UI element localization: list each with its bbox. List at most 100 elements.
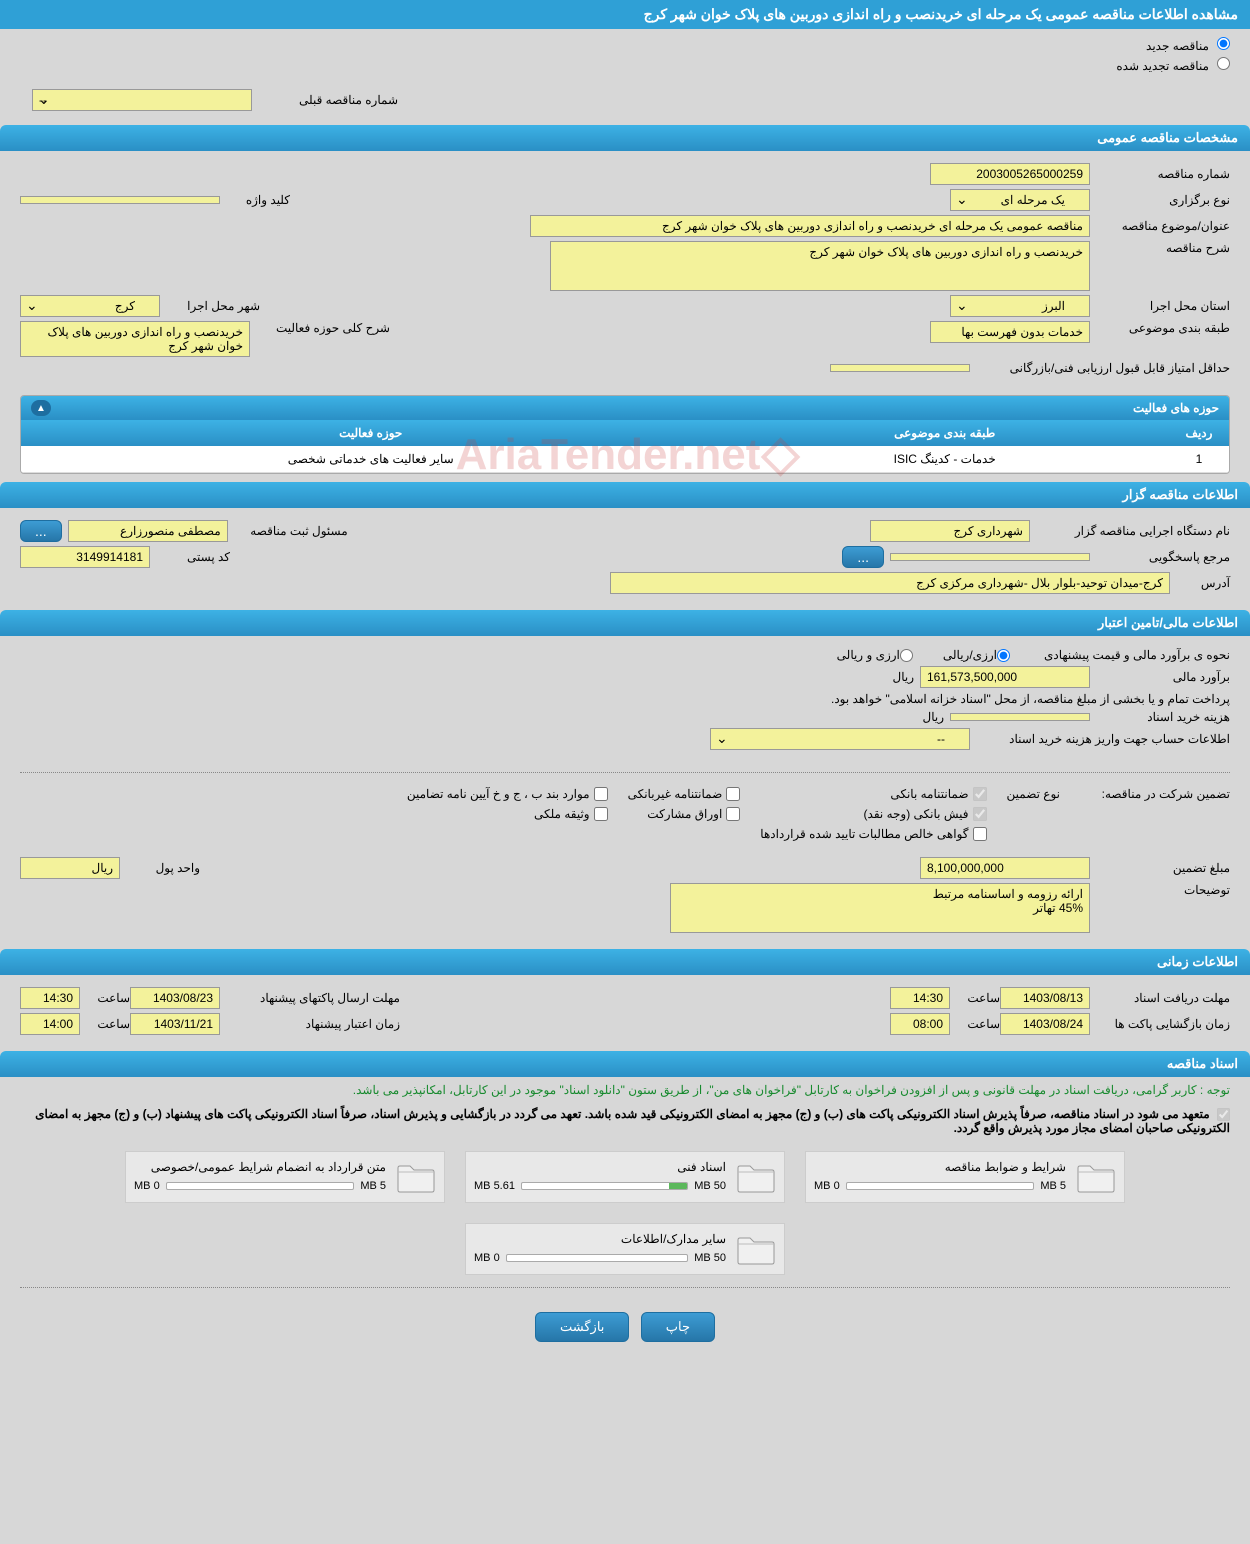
title-field: مناقصه عمومی یک مرحله ای خریدنصب و راه ا… xyxy=(530,215,1090,237)
radio-rial-label: ارزی/ریالی xyxy=(943,648,997,662)
progress-bar xyxy=(846,1182,1035,1190)
type-select[interactable]: یک مرحله ای xyxy=(950,189,1090,211)
submit-deadline-date: 1403/08/23 xyxy=(130,987,220,1009)
cb-participation-label: اوراق مشارکت xyxy=(647,807,722,821)
col-category: طبقه بندی موضوعی xyxy=(720,420,1169,446)
cb-commitment[interactable] xyxy=(1217,1108,1230,1121)
page-title: مشاهده اطلاعات مناقصه عمومی یک مرحله ای … xyxy=(0,0,1250,29)
doc-card[interactable]: اسناد فنی 50 MB 5.61 MB xyxy=(465,1151,785,1203)
keyword-label: کلید واژه xyxy=(220,193,290,207)
resp-more-button[interactable]: ... xyxy=(842,546,884,568)
doc-used: 0 MB xyxy=(134,1180,160,1192)
col-activity: حوزه فعالیت xyxy=(21,420,720,446)
org-label: نام دستگاه اجرایی مناقصه گزار xyxy=(1030,524,1230,538)
cb-non-bank-label: ضمانتنامه غیربانکی xyxy=(628,787,723,801)
postal-label: کد پستی xyxy=(150,550,230,564)
activities-table: ردیف طبقه بندی موضوعی حوزه فعالیت 1 خدما… xyxy=(21,420,1229,473)
submit-deadline-time: 14:30 xyxy=(20,987,80,1009)
radio-new-label: مناقصه جدید xyxy=(1146,39,1209,53)
prev-number-label: شماره مناقصه قبلی xyxy=(258,93,398,107)
radio-rial[interactable] xyxy=(997,649,1010,662)
radio-currency-label: ارزی و ریالی xyxy=(837,648,900,662)
activity-field: خریدنصب و راه اندازی دوربین های پلاک خوا… xyxy=(20,321,250,357)
activities-header: حوزه های فعالیت xyxy=(1133,401,1219,415)
section-financial-header: اطلاعات مالی/تامین اعتبار xyxy=(0,610,1250,636)
progress-bar xyxy=(521,1182,688,1190)
doc-card[interactable]: سایر مدارک/اطلاعات 50 MB 0 MB xyxy=(465,1223,785,1275)
section-timing-header: اطلاعات زمانی xyxy=(0,949,1250,975)
province-label: استان محل اجرا xyxy=(1090,299,1230,313)
title-label: عنوان/موضوع مناقصه xyxy=(1090,219,1230,233)
back-button[interactable]: بازگشت xyxy=(535,1312,629,1342)
cb-property-label: وثیقه ملکی xyxy=(534,807,590,821)
guarantee-type-label: نوع تضمین xyxy=(1007,787,1060,801)
prev-number-select[interactable]: -- xyxy=(32,89,252,111)
time-label-3: ساعت xyxy=(950,1017,1000,1031)
section-tenderer-header: اطلاعات مناقصه گزار xyxy=(0,482,1250,508)
reg-field: مصطفی منصورزارع xyxy=(68,520,228,542)
doc-max: 5 MB xyxy=(1040,1180,1066,1192)
account-label: اطلاعات حساب جهت واریز هزینه خرید اسناد xyxy=(970,732,1230,746)
resp-field[interactable] xyxy=(890,553,1090,561)
cb-bank-receipt[interactable] xyxy=(973,807,987,821)
doc-title: اسناد فنی xyxy=(474,1160,726,1174)
province-select[interactable]: البرز xyxy=(950,295,1090,317)
address-label: آدرس xyxy=(1170,576,1230,590)
table-row: 1 خدمات - کدینگ ISIC سایر فعالیت های خدم… xyxy=(21,446,1229,473)
city-select[interactable]: کرج xyxy=(20,295,160,317)
doc-used: 5.61 MB xyxy=(474,1180,515,1192)
open-time: 08:00 xyxy=(890,1013,950,1035)
col-row: ردیف xyxy=(1169,420,1229,446)
cost-label: هزینه خرید اسناد xyxy=(1090,710,1230,724)
type-label: نوع برگزاری xyxy=(1090,193,1230,207)
cb-participation[interactable] xyxy=(726,807,740,821)
radio-new[interactable] xyxy=(1217,37,1230,50)
folder-icon xyxy=(736,1160,776,1194)
submit-deadline-label: مهلت ارسال پاکتهای پیشنهاد xyxy=(220,991,400,1005)
guarantee-amount-label: مبلغ تضمین xyxy=(1090,861,1230,875)
min-score-field[interactable] xyxy=(830,364,970,372)
doc-max: 5 MB xyxy=(360,1180,386,1192)
cost-field[interactable] xyxy=(950,713,1090,721)
open-date: 1403/08/24 xyxy=(1000,1013,1090,1035)
cb-non-bank[interactable] xyxy=(726,787,740,801)
progress-bar xyxy=(506,1254,689,1262)
cb-property[interactable] xyxy=(594,807,608,821)
cell: خدمات - کدینگ ISIC xyxy=(720,446,1169,473)
cb-cases-b[interactable] xyxy=(594,787,608,801)
currency-unit-label: واحد پول xyxy=(120,861,200,875)
reg-more-button[interactable]: ... xyxy=(20,520,62,542)
radio-renew[interactable] xyxy=(1217,57,1230,70)
print-button[interactable]: چاپ xyxy=(641,1312,715,1342)
cb-receivables-label: گواهی خالص مطالبات تایید شده قراردادها xyxy=(760,827,968,841)
validity-date: 1403/11/21 xyxy=(130,1013,220,1035)
doc-card[interactable]: شرایط و ضوابط مناقصه 5 MB 0 MB xyxy=(805,1151,1125,1203)
doc-title: شرایط و ضوابط مناقصه xyxy=(814,1160,1066,1174)
cb-bank-guarantee[interactable] xyxy=(973,787,987,801)
time-label-2: ساعت xyxy=(80,991,130,1005)
collapse-icon[interactable]: ▲ xyxy=(31,400,51,416)
folder-icon xyxy=(396,1160,436,1194)
cb-cases-b-label: موارد بند ب ، ج و خ آیین نامه تضامین xyxy=(407,787,590,801)
keyword-field[interactable] xyxy=(20,196,220,204)
doc-used: 0 MB xyxy=(814,1180,840,1192)
guarantee-amount-field: 8,100,000,000 xyxy=(920,857,1090,879)
min-score-label: حداقل امتیاز قابل قبول ارزیابی فنی/بازرگ… xyxy=(970,361,1230,375)
address-field: کرج-میدان توحید-بلوار بلال -شهرداری مرکز… xyxy=(610,572,1170,594)
org-field: شهرداری کرج xyxy=(870,520,1030,542)
financial-note: پرداخت تمام و یا بخشی از مبلغ مناقصه، از… xyxy=(831,692,1230,706)
estimation-label: برآورد مالی xyxy=(1090,670,1230,684)
cb-receivables[interactable] xyxy=(973,827,987,841)
doc-card[interactable]: متن قرارداد به انضمام شرایط عمومی/خصوصی … xyxy=(125,1151,445,1203)
receive-deadline-label: مهلت دریافت اسناد xyxy=(1090,991,1230,1005)
receive-deadline-date: 1403/08/13 xyxy=(1000,987,1090,1009)
account-select[interactable]: -- xyxy=(710,728,970,750)
time-label-4: ساعت xyxy=(80,1017,130,1031)
radio-currency[interactable] xyxy=(900,649,913,662)
postal-field: 3149914181 xyxy=(20,546,150,568)
validity-time: 14:00 xyxy=(20,1013,80,1035)
desc-field: خریدنصب و راه اندازی دوربین های پلاک خوا… xyxy=(550,241,1090,291)
doc-title: متن قرارداد به انضمام شرایط عمومی/خصوصی xyxy=(134,1160,386,1174)
time-label-1: ساعت xyxy=(950,991,1000,1005)
doc-used: 0 MB xyxy=(474,1252,500,1264)
